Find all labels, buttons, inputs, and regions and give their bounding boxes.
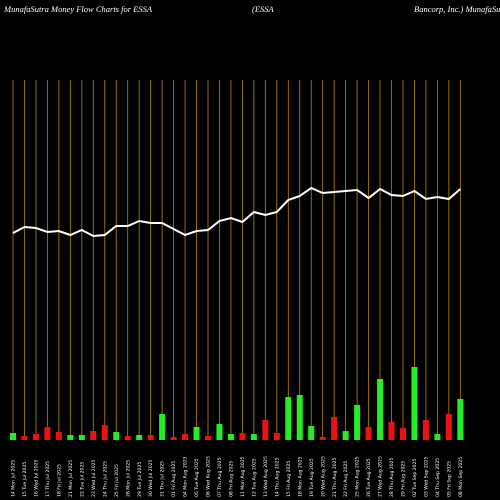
x-tick-label: 31 Thu Jul 2025 bbox=[160, 461, 166, 497]
x-tick-label: 11 Mon Aug 2025 bbox=[240, 456, 246, 497]
x-tick-label: 07 Thu Aug 2025 bbox=[217, 457, 223, 497]
x-tick-label: 14 Thu Aug 2025 bbox=[274, 457, 280, 497]
flow-bar bbox=[354, 405, 361, 440]
flow-bar bbox=[10, 433, 16, 440]
x-tick-label: 27 Wed Aug 2025 bbox=[378, 456, 384, 497]
flow-bar bbox=[78, 435, 85, 440]
flow-bar bbox=[399, 428, 406, 440]
x-tick-label: 04 Thu Sep 2025 bbox=[435, 458, 441, 497]
x-tick-label: 05 Tue Aug 2025 bbox=[194, 458, 200, 497]
x-tick-label: 21 Mon Jul 2025 bbox=[68, 460, 74, 497]
x-tick-label: 15 Tue Jul 2025 bbox=[22, 462, 28, 497]
x-tick-label: 14 Mon Jul 2025 bbox=[11, 460, 17, 497]
x-tick-label: 16 Wed Jul 2025 bbox=[34, 459, 40, 497]
x-tick-label: 28 Thu Aug 2025 bbox=[389, 457, 395, 497]
x-tick-label: 26 Tue Aug 2025 bbox=[366, 458, 372, 497]
flow-bar bbox=[193, 427, 200, 440]
flow-bar bbox=[342, 431, 349, 440]
flow-bar bbox=[32, 434, 39, 440]
flow-bar bbox=[170, 437, 177, 440]
x-tick-label: 28 Mon Jul 2025 bbox=[125, 460, 131, 497]
x-tick-label: 04 Mon Aug 2025 bbox=[183, 456, 189, 497]
flow-bar bbox=[319, 437, 326, 440]
flow-bar bbox=[422, 420, 429, 440]
x-tick-label: 20 Wed Aug 2025 bbox=[320, 456, 326, 497]
chart-title: Bancorp, Inc.) MunafaSutra.com bbox=[414, 4, 500, 14]
x-tick-label: 29 Fri Aug 2025 bbox=[401, 461, 407, 497]
flow-bar bbox=[285, 397, 292, 440]
x-tick-label: 08 Mon Sep 2025 bbox=[458, 457, 464, 497]
flow-bar bbox=[296, 395, 303, 440]
x-tick-label: 21 Thu Aug 2025 bbox=[332, 457, 338, 497]
flow-bar bbox=[21, 436, 28, 440]
flow-bar bbox=[308, 426, 315, 440]
price-line bbox=[12, 186, 461, 238]
flow-bar bbox=[159, 414, 166, 440]
flow-bar bbox=[101, 425, 108, 440]
flow-bar bbox=[44, 427, 51, 440]
x-tick-label: 13 Wed Aug 2025 bbox=[263, 456, 269, 497]
x-tick-label: 25 Fri Jul 2025 bbox=[114, 464, 120, 497]
chart-title: MunafaSutra Money Flow Charts for ESSA bbox=[3, 4, 153, 14]
flow-bar bbox=[457, 399, 464, 440]
flow-bar bbox=[204, 436, 211, 440]
x-tick-label: 30 Wed Jul 2025 bbox=[148, 459, 154, 497]
x-tick-label: 03 Wed Sep 2025 bbox=[424, 456, 430, 497]
flow-bar bbox=[262, 420, 269, 440]
flow-bar bbox=[136, 435, 143, 440]
flow-bar bbox=[445, 414, 452, 440]
flow-bar bbox=[90, 431, 97, 440]
x-tick-label: 02 Tue Sep 2025 bbox=[412, 459, 418, 497]
x-tick-label: 22 Fri Aug 2025 bbox=[343, 461, 349, 497]
flow-bar bbox=[250, 434, 257, 440]
x-tick-label: 25 Mon Aug 2025 bbox=[355, 456, 361, 497]
flow-bar bbox=[55, 432, 62, 440]
x-tick-label: 15 Fri Aug 2025 bbox=[286, 461, 292, 497]
flow-bar bbox=[239, 433, 246, 440]
flow-bar bbox=[273, 433, 280, 440]
flow-bar bbox=[365, 427, 372, 440]
chart-title: (ESSA bbox=[252, 4, 275, 14]
flow-bar bbox=[113, 432, 120, 440]
x-tick-label: 05 Fri Sep 2025 bbox=[446, 461, 452, 497]
x-tick-label: 18 Mon Aug 2025 bbox=[297, 456, 303, 497]
x-tick-label: 18 Fri Jul 2025 bbox=[56, 464, 62, 497]
flow-bar bbox=[331, 417, 338, 440]
flow-bar bbox=[377, 379, 384, 440]
flow-bar bbox=[67, 435, 74, 440]
x-tick-label: 19 Tue Aug 2025 bbox=[309, 458, 315, 497]
flow-bar bbox=[388, 422, 395, 440]
x-tick-label: 12 Tue Aug 2025 bbox=[251, 458, 257, 497]
x-tick-label: 06 Wed Aug 2025 bbox=[206, 456, 212, 497]
x-tick-label: 08 Fri Aug 2025 bbox=[229, 461, 235, 497]
x-tick-label: 24 Thu Jul 2025 bbox=[102, 461, 108, 497]
x-tick-label: 23 Wed Jul 2025 bbox=[91, 459, 97, 497]
flow-bar bbox=[182, 434, 189, 440]
x-tick-label: 22 Tue Jul 2025 bbox=[79, 462, 85, 497]
flow-bar bbox=[411, 367, 418, 440]
flow-bar bbox=[434, 434, 441, 440]
x-tick-label: 01 Fri Aug 2025 bbox=[171, 461, 177, 497]
flow-bar bbox=[227, 434, 234, 440]
flow-bar bbox=[147, 435, 154, 440]
x-tick-label: 17 Thu Jul 2025 bbox=[45, 461, 51, 497]
flow-bar bbox=[216, 424, 223, 440]
flow-bar bbox=[124, 436, 131, 440]
x-tick-label: 29 Tue Jul 2025 bbox=[137, 462, 143, 497]
